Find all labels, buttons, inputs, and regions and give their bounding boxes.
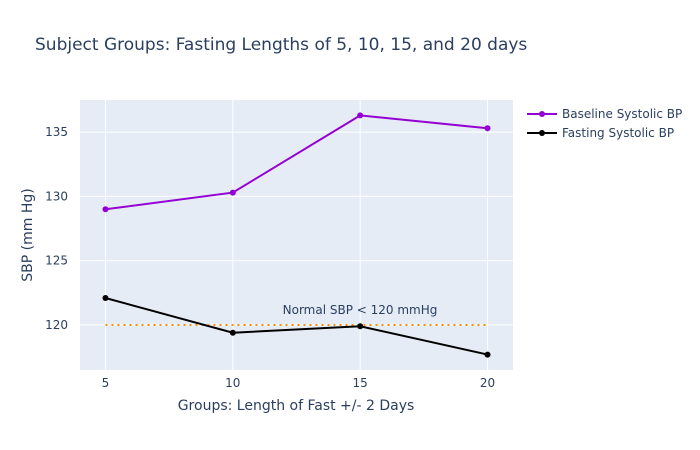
y-tick-label: 130 bbox=[45, 189, 68, 203]
legend-label-baseline: Baseline Systolic BP bbox=[562, 107, 682, 121]
series-line-fasting bbox=[105, 297, 488, 356]
y-tick-label: 135 bbox=[45, 125, 68, 139]
data-point[interactable] bbox=[102, 295, 109, 301]
legend-item-fasting[interactable]: Fasting Systolic BP bbox=[527, 126, 674, 140]
data-point[interactable] bbox=[229, 189, 236, 196]
data-point[interactable] bbox=[357, 323, 364, 330]
y-tick-label: 125 bbox=[45, 254, 68, 268]
x-tick-label: 20 bbox=[480, 376, 495, 390]
series-line-baseline bbox=[105, 114, 488, 211]
legend-item-baseline[interactable]: Baseline Systolic BP bbox=[527, 107, 682, 121]
data-point[interactable] bbox=[102, 206, 109, 213]
x-axis-title: Groups: Length of Fast +/- 2 Days bbox=[178, 398, 415, 414]
legend-marker-fasting bbox=[539, 130, 545, 136]
reference-line-annotation: Normal SBP < 120 mmHg bbox=[283, 303, 438, 317]
data-point[interactable] bbox=[484, 351, 491, 358]
series-group bbox=[102, 112, 491, 358]
chart-title: Subject Groups: Fasting Lengths of 5, 10… bbox=[35, 35, 527, 55]
y-tick-label: 120 bbox=[45, 318, 68, 332]
y-axis-title: SBP (mm Hg) bbox=[20, 188, 36, 281]
legend: Baseline Systolic BP Fasting Systolic BP bbox=[527, 107, 682, 140]
data-point[interactable] bbox=[357, 112, 364, 119]
x-tick-label: 5 bbox=[102, 376, 110, 390]
x-tick-label: 15 bbox=[353, 376, 368, 390]
y-tick-labels: 120 125 130 135 bbox=[45, 125, 68, 332]
data-point[interactable] bbox=[229, 329, 236, 336]
x-tick-labels: 5 10 15 20 bbox=[102, 376, 496, 390]
data-point[interactable] bbox=[484, 125, 491, 132]
legend-marker-baseline bbox=[539, 111, 545, 117]
x-tick-label: 10 bbox=[225, 376, 240, 390]
grid-lines bbox=[80, 100, 513, 370]
legend-label-fasting: Fasting Systolic BP bbox=[562, 126, 674, 140]
